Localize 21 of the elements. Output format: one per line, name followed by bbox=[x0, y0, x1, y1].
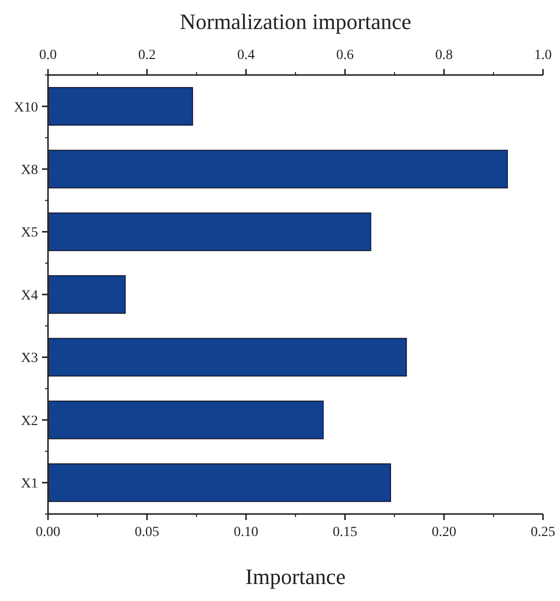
x-tick-label: 0.20 bbox=[432, 525, 456, 540]
y-tick-label: X8 bbox=[20, 162, 38, 178]
x-tick-label: 0.25 bbox=[530, 525, 556, 540]
y-tick-label: X3 bbox=[20, 351, 38, 366]
y-tick-label: X4 bbox=[20, 288, 38, 304]
x-tick-label: 0.05 bbox=[134, 525, 160, 540]
x-tick-label: 0.00 bbox=[36, 525, 60, 540]
x2-tick-label: 0.6 bbox=[336, 48, 354, 63]
x2-tick-label: 1.0 bbox=[534, 48, 552, 63]
y-tick-label: X1 bbox=[20, 476, 38, 492]
x-tick-label: 0.10 bbox=[234, 525, 258, 540]
x-axis-title: Importance bbox=[245, 564, 346, 589]
y-tick-label: X5 bbox=[20, 226, 38, 241]
y-tick-label: X10 bbox=[14, 100, 38, 116]
x2-tick-label: 0.2 bbox=[138, 48, 156, 63]
y-tick-label: X2 bbox=[20, 414, 38, 429]
x2-tick-label: 0.0 bbox=[39, 48, 57, 63]
x2-tick-label: 0.8 bbox=[435, 48, 453, 63]
x2-axis-title: Normalization importance bbox=[180, 9, 412, 34]
x2-tick-label: 0.4 bbox=[237, 48, 255, 63]
x-tick-label: 0.15 bbox=[332, 525, 358, 540]
